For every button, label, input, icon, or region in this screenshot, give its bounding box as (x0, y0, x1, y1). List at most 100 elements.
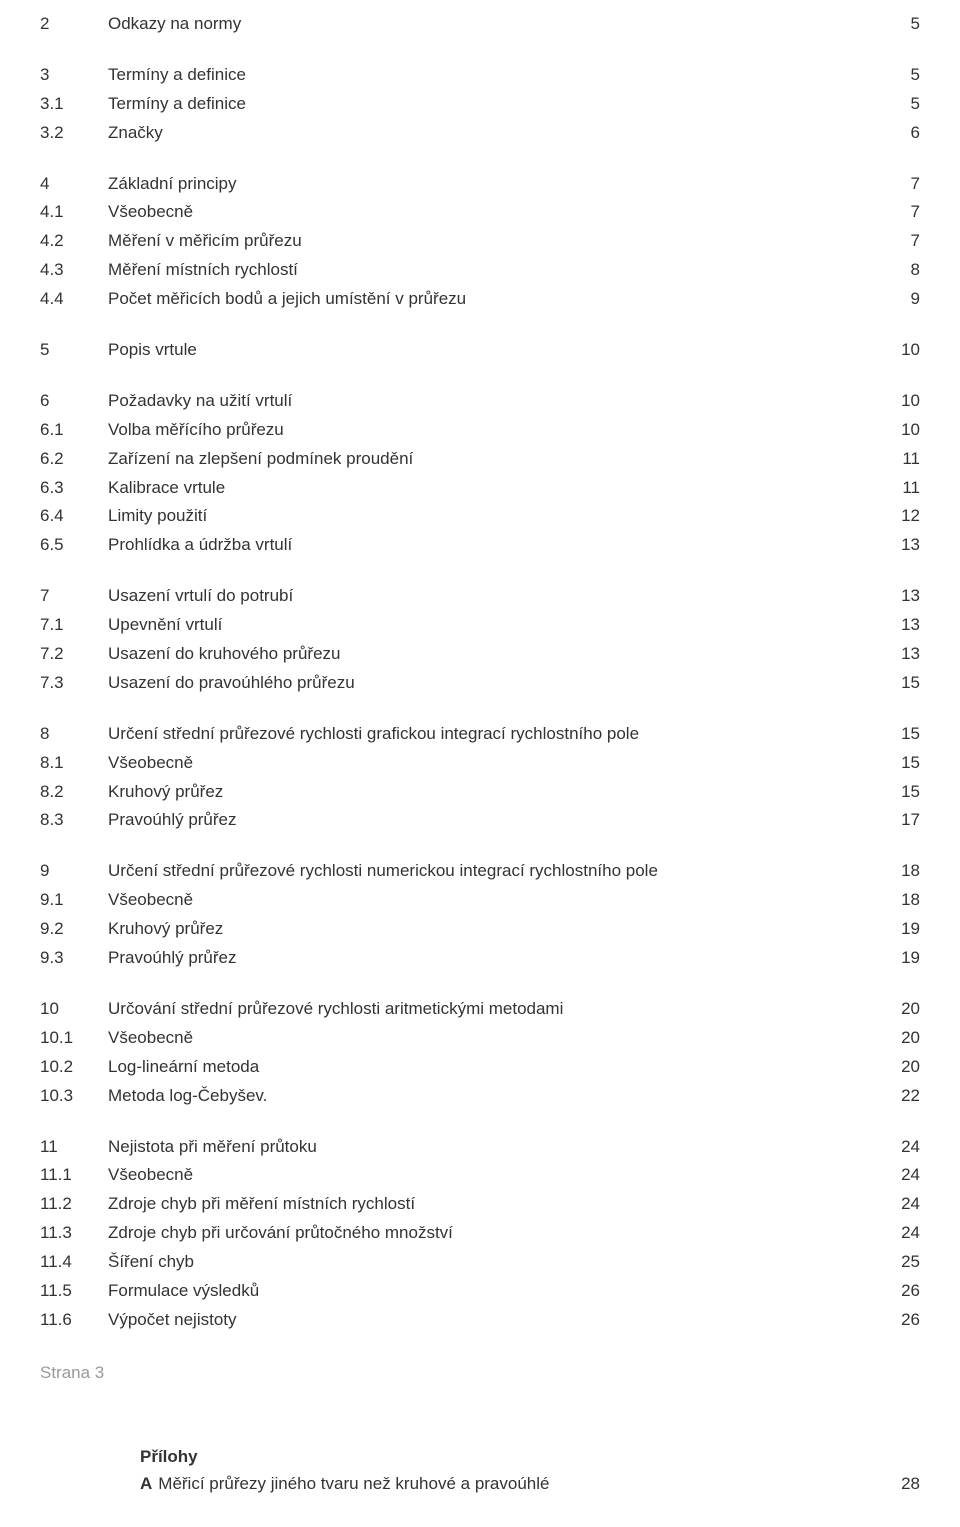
toc-row: 11Nejistota při měření průtoku24 (40, 1133, 920, 1162)
toc-number: 8.2 (40, 778, 108, 807)
toc-number: 10.3 (40, 1082, 108, 1111)
toc-row: 11.5Formulace výsledků26 (40, 1277, 920, 1306)
toc-title: Volba měřícího průřezu (108, 416, 860, 445)
toc-number: 11.1 (40, 1161, 108, 1190)
toc-title: Požadavky na užití vrtulí (108, 387, 860, 416)
toc-row: 3.2Značky6 (40, 119, 920, 148)
toc-row: 10.1Všeobecně20 (40, 1024, 920, 1053)
toc-page: 24 (860, 1133, 920, 1162)
toc-row: 2Odkazy na normy5 (40, 10, 920, 39)
toc-number: 6 (40, 387, 108, 416)
toc-number: 4.2 (40, 227, 108, 256)
toc-title: Měření v měřicím průřezu (108, 227, 860, 256)
toc-title: Všeobecně (108, 886, 860, 915)
toc-number: 8.1 (40, 749, 108, 778)
toc-row: 7.2Usazení do kruhového průřezu13 (40, 640, 920, 669)
toc-number: 7.2 (40, 640, 108, 669)
toc-page: 10 (860, 416, 920, 445)
toc-title: Usazení do kruhového průřezu (108, 640, 860, 669)
toc-title: Upevnění vrtulí (108, 611, 860, 640)
toc-number: 5 (40, 336, 108, 365)
toc-row: 11.2Zdroje chyb při měření místních rych… (40, 1190, 920, 1219)
toc-number: 11.5 (40, 1277, 108, 1306)
toc-page: 13 (860, 582, 920, 611)
toc-row: 6.4Limity použití12 (40, 502, 920, 531)
toc-title: Měření místních rychlostí (108, 256, 860, 285)
toc-number: 3.1 (40, 90, 108, 119)
toc-row: 6.2Zařízení na zlepšení podmínek prouděn… (40, 445, 920, 474)
toc-title: Nejistota při měření průtoku (108, 1133, 860, 1162)
toc-group-gap (40, 1111, 920, 1133)
toc-title: Zdroje chyb při měření místních rychlost… (108, 1190, 860, 1219)
toc-row: 10.3Metoda log-Čebyšev.22 (40, 1082, 920, 1111)
toc-page: 17 (860, 806, 920, 835)
toc-title: Kalibrace vrtule (108, 474, 860, 503)
toc-row: 3Termíny a definice5 (40, 61, 920, 90)
toc-row: 7Usazení vrtulí do potrubí13 (40, 582, 920, 611)
toc-group-gap (40, 365, 920, 387)
toc-page: 24 (860, 1161, 920, 1190)
toc-number: 4.1 (40, 198, 108, 227)
toc-page: 8 (860, 256, 920, 285)
toc-title: Určování střední průřezové rychlosti ari… (108, 995, 860, 1024)
toc-title: Zařízení na zlepšení podmínek proudění (108, 445, 860, 474)
toc-number: 11.4 (40, 1248, 108, 1277)
toc-row: 6Požadavky na užití vrtulí10 (40, 387, 920, 416)
document-page: 2Odkazy na normy5 3Termíny a definice53.1… (0, 0, 960, 1527)
toc-title: Všeobecně (108, 1024, 860, 1053)
toc-title: Všeobecně (108, 198, 860, 227)
toc-row: 4.2Měření v měřicím průřezu7 (40, 227, 920, 256)
toc-row: 11.1Všeobecně24 (40, 1161, 920, 1190)
toc-number: 6.1 (40, 416, 108, 445)
toc-number: 6.5 (40, 531, 108, 560)
toc-row: 8.2Kruhový průřez15 (40, 778, 920, 807)
toc-page: 10 (860, 387, 920, 416)
toc-page: 24 (860, 1219, 920, 1248)
toc-page: 6 (860, 119, 920, 148)
toc-row: 6.1Volba měřícího průřezu10 (40, 416, 920, 445)
toc-number: 11 (40, 1133, 108, 1162)
toc-title: Značky (108, 119, 860, 148)
toc-page: 26 (860, 1277, 920, 1306)
toc-page: 11 (860, 445, 920, 474)
toc-row: 9.1Všeobecně18 (40, 886, 920, 915)
appendix-item-title: Měřicí průřezy jiného tvaru než kruhové … (158, 1470, 860, 1497)
toc-number: 6.2 (40, 445, 108, 474)
toc-page: 19 (860, 944, 920, 973)
toc-page: 15 (860, 778, 920, 807)
toc-group-gap (40, 39, 920, 61)
toc-title: Termíny a definice (108, 61, 860, 90)
toc-number: 4.3 (40, 256, 108, 285)
toc-number: 9.1 (40, 886, 108, 915)
toc-number: 7.3 (40, 669, 108, 698)
toc-title: Kruhový průřez (108, 915, 860, 944)
toc-row: 4.1Všeobecně7 (40, 198, 920, 227)
toc-number: 6.3 (40, 474, 108, 503)
toc-row: 3.1Termíny a definice5 (40, 90, 920, 119)
toc-title: Určení střední průřezové rychlosti grafi… (108, 720, 860, 749)
toc-number: 7.1 (40, 611, 108, 640)
toc-number: 11.3 (40, 1219, 108, 1248)
toc-row: 9.2Kruhový průřez19 (40, 915, 920, 944)
toc-title: Počet měřicích bodů a jejich umístění v … (108, 285, 860, 314)
toc-page: 12 (860, 502, 920, 531)
toc-page: 15 (860, 669, 920, 698)
toc-title: Všeobecně (108, 1161, 860, 1190)
toc-title: Pravoúhlý průřez (108, 944, 860, 973)
appendix-item-page: 28 (860, 1470, 920, 1497)
toc-title: Popis vrtule (108, 336, 860, 365)
toc-row: 4.3Měření místních rychlostí8 (40, 256, 920, 285)
toc-title: Prohlídka a údržba vrtulí (108, 531, 860, 560)
toc-page: 7 (860, 170, 920, 199)
toc-group-gap (40, 973, 920, 995)
toc-page: 13 (860, 531, 920, 560)
toc-title: Odkazy na normy (108, 10, 860, 39)
toc-page: 5 (860, 61, 920, 90)
toc-page: 13 (860, 640, 920, 669)
toc-group-gap (40, 835, 920, 857)
toc-row: 11.4Šíření chyb25 (40, 1248, 920, 1277)
toc-row: 9Určení střední průřezové rychlosti nume… (40, 857, 920, 886)
toc-title: Kruhový průřez (108, 778, 860, 807)
toc-page: 18 (860, 886, 920, 915)
toc-title: Základní principy (108, 170, 860, 199)
